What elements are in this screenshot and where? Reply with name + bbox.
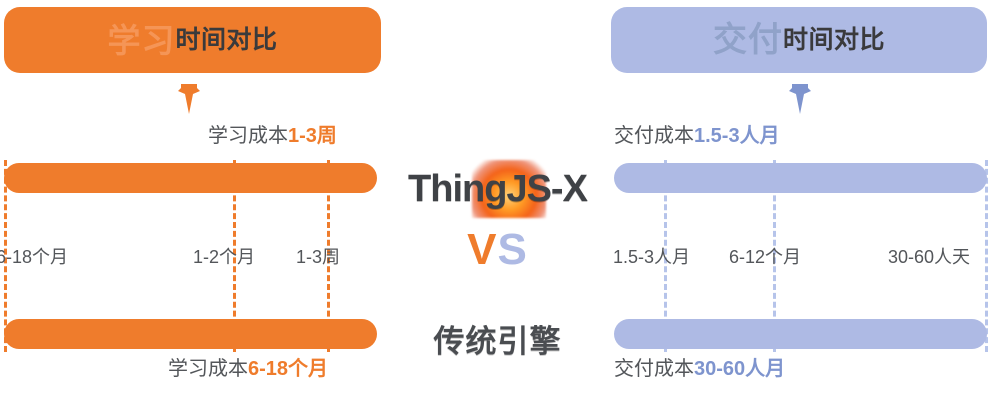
right-header-pill: 交付 时间对比 xyxy=(611,7,987,73)
vs-letter-s: S xyxy=(497,225,528,274)
left-bottom-bar xyxy=(4,319,377,349)
traditional-engine-logo: 传统引擎 xyxy=(390,312,605,364)
pin-down-icon xyxy=(178,84,200,114)
traditional-engine-logo-text: 传统引擎 xyxy=(433,323,562,359)
left-guide-line-3 xyxy=(327,160,330,352)
vs-letter-v: V xyxy=(467,225,498,274)
center-column: ThingJS-X VS 传统引擎 xyxy=(390,0,605,409)
right-guide-line-1 xyxy=(664,160,667,352)
left-top-bar xyxy=(4,163,377,193)
right-bottom-bar xyxy=(614,319,987,349)
right-header-main: 时间对比 xyxy=(782,25,885,54)
left-bottom-cost: 学习成本6-18个月 xyxy=(168,359,328,379)
right-top-cost: 交付成本1.5-3人月 xyxy=(614,126,780,146)
right-tick-label-2: 6-12个月 xyxy=(729,247,802,267)
left-tick-label-3: 1-3周 xyxy=(296,247,341,267)
vs-separator: VS xyxy=(390,228,605,272)
left-header-pill: 学习 时间对比 xyxy=(4,7,381,73)
right-bottom-cost: 交付成本30-60人月 xyxy=(614,359,785,379)
left-header-accent: 学习 xyxy=(107,21,176,59)
right-top-bar xyxy=(614,163,987,193)
left-bottom-cost-value: 6-18个月 xyxy=(248,358,329,380)
left-top-cost: 学习成本1-3周 xyxy=(208,126,337,146)
left-header-main: 时间对比 xyxy=(175,25,278,54)
right-bottom-cost-label: 交付成本 xyxy=(614,358,694,380)
pin-down-icon xyxy=(789,84,811,114)
thingjsx-logo-text: ThingJS-X xyxy=(408,167,588,210)
right-top-cost-label: 交付成本 xyxy=(614,125,694,147)
right-header-accent: 交付 xyxy=(712,21,783,59)
left-guide-line-1 xyxy=(4,160,7,352)
left-tick-label-1: 6-18个月 xyxy=(0,247,69,267)
left-bottom-cost-label: 学习成本 xyxy=(168,358,248,380)
flame-glow-icon xyxy=(472,160,546,218)
right-top-cost-value: 1.5-3人月 xyxy=(694,125,780,147)
left-top-cost-label: 学习成本 xyxy=(208,125,288,147)
right-bottom-cost-value: 30-60人月 xyxy=(694,358,786,380)
right-tick-label-3: 30-60人天 xyxy=(888,247,971,267)
left-top-cost-value: 1-3周 xyxy=(288,125,337,147)
right-tick-label-1: 1.5-3人月 xyxy=(613,247,691,267)
left-guide-line-2 xyxy=(233,160,236,352)
thingjsx-logo: ThingJS-X xyxy=(390,158,605,220)
right-guide-line-3 xyxy=(985,160,988,352)
left-tick-label-2: 1-2个月 xyxy=(193,247,256,267)
right-guide-line-2 xyxy=(773,160,776,352)
